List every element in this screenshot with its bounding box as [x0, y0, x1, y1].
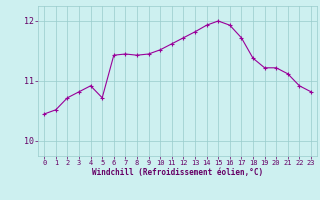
- X-axis label: Windchill (Refroidissement éolien,°C): Windchill (Refroidissement éolien,°C): [92, 168, 263, 177]
